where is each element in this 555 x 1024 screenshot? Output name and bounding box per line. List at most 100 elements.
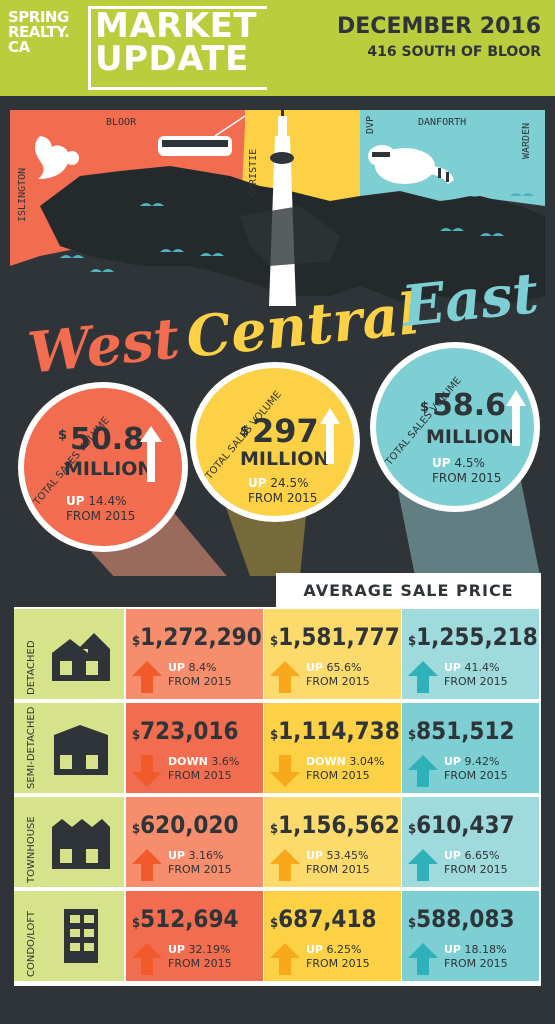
- street-label: CHRISTIE: [248, 148, 259, 197]
- up-arrow-icon: [408, 755, 438, 787]
- change-from: FROM 2015: [444, 769, 508, 782]
- price-change: UP 65.6% FROM 2015: [306, 661, 370, 689]
- price-cell: $1,156,562 UP 53.45% FROM 2015: [264, 797, 401, 887]
- category-label: TOWNHOUSE: [26, 816, 37, 883]
- price-dollar: $: [132, 634, 141, 649]
- change-value: 6.65%: [464, 849, 500, 862]
- streetcar-icon: [158, 115, 246, 156]
- change-direction: UP: [444, 661, 461, 674]
- price-change: UP 18.18% FROM 2015: [444, 943, 508, 971]
- change-from: FROM 2015: [432, 471, 502, 485]
- price-change: UP 3.16% FROM 2015: [168, 849, 232, 877]
- category-label: DETACHED: [26, 640, 37, 695]
- change-from: FROM 2015: [444, 675, 508, 688]
- change-direction: UP: [444, 849, 461, 862]
- up-arrow-icon: [132, 943, 162, 975]
- change-from: FROM 2015: [248, 491, 318, 505]
- price-change: UP 8.4% FROM 2015: [168, 661, 232, 689]
- price-value: 1,581,777: [278, 623, 400, 651]
- up-arrow-icon: [320, 408, 340, 464]
- change-value: 3.6%: [211, 755, 240, 768]
- townhouse-icon: [52, 819, 110, 869]
- sale-price: $588,083: [408, 905, 514, 933]
- price-change: DOWN 3.6% FROM 2015: [168, 755, 239, 783]
- semi-detached-house-icon: [54, 725, 108, 775]
- street-label: DVP: [365, 115, 376, 134]
- price-change: DOWN 3.04% FROM 2015: [306, 755, 384, 783]
- price-dollar: $: [408, 822, 417, 837]
- price-value: 851,512: [416, 717, 515, 745]
- up-arrow-icon: [506, 390, 526, 446]
- table-row: TOWNHOUSE $620,020 UP 3.16% FROM 2015 $1,156…: [14, 797, 541, 891]
- price-dollar: $: [408, 634, 417, 649]
- street-label: DANFORTH: [418, 117, 467, 128]
- change-value: 65.6%: [326, 661, 362, 674]
- up-arrow-icon: [270, 661, 300, 693]
- sale-price: $620,020: [132, 811, 238, 839]
- sale-price: $512,694: [132, 905, 238, 933]
- change-value: 3.04%: [349, 755, 385, 768]
- sale-price: $610,437: [408, 811, 514, 839]
- change-value: 4.5%: [454, 456, 485, 470]
- sale-price: $851,512: [408, 717, 514, 745]
- change-from: FROM 2015: [306, 863, 370, 876]
- change-value: 18.18%: [464, 943, 507, 956]
- title-frame: [88, 6, 267, 90]
- price-value: 512,694: [140, 905, 239, 933]
- sales-volume-central: TOTAL SALES VOLUME $ 297 MILLION UP 24.5…: [190, 362, 360, 522]
- price-value: 1,272,290: [140, 623, 262, 651]
- price-value: 1,156,562: [278, 811, 400, 839]
- change-direction: UP: [306, 661, 323, 674]
- price-value: 588,083: [416, 905, 515, 933]
- price-value: 723,016: [140, 717, 239, 745]
- logo[interactable]: SPRING REALTY. CA: [8, 10, 70, 55]
- price-cell: $1,581,777 UP 65.6% FROM 2015: [264, 609, 401, 699]
- change-from: FROM 2015: [444, 863, 508, 876]
- logo-line: REALTY.: [8, 23, 70, 41]
- price-change: UP 53.45% FROM 2015: [306, 849, 370, 877]
- map-illustration: [10, 96, 545, 576]
- table-row: DETACHED $1,272,290 UP 8.4% FROM 2015 $1,581…: [14, 609, 541, 703]
- report-date: DECEMBER 2016: [337, 14, 541, 39]
- volume-amount: 50.8: [70, 422, 145, 457]
- category-label: SEMI-DETACHED: [26, 706, 37, 789]
- change-direction: UP: [168, 849, 185, 862]
- street-label: ISLINGTON: [17, 167, 28, 222]
- up-arrow-icon: [408, 943, 438, 975]
- title-line: MARKET: [95, 6, 258, 46]
- report-area: 416 SOUTH OF BLOOR: [367, 44, 541, 60]
- up-arrow-icon: [270, 943, 300, 975]
- price-cell: $620,020 UP 3.16% FROM 2015: [126, 797, 263, 887]
- down-arrow-icon: [270, 755, 300, 787]
- price-cell: $1,272,290 UP 8.4% FROM 2015: [126, 609, 263, 699]
- volume-change: UP 24.5% FROM 2015: [248, 476, 317, 506]
- sale-price: $687,418: [270, 905, 376, 933]
- change-from: FROM 2015: [168, 863, 232, 876]
- price-cell: $723,016 DOWN 3.6% FROM 2015: [126, 703, 263, 793]
- change-direction: UP: [444, 943, 461, 956]
- change-from: FROM 2015: [168, 957, 232, 970]
- price-value: 610,437: [416, 811, 515, 839]
- up-arrow-icon: [408, 661, 438, 693]
- volume-dollar: $: [58, 428, 68, 443]
- change-from: FROM 2015: [168, 769, 232, 782]
- price-dollar: $: [408, 916, 417, 931]
- price-cell: $687,418 UP 6.25% FROM 2015: [264, 891, 401, 981]
- up-arrow-icon: [132, 661, 162, 693]
- up-arrow-icon: [140, 426, 162, 482]
- sale-price: $1,255,218: [408, 623, 538, 651]
- up-arrow-icon: [270, 849, 300, 881]
- price-value: 687,418: [278, 905, 377, 933]
- price-value: 1,114,738: [278, 717, 400, 745]
- up-arrow-icon: [408, 849, 438, 881]
- title-line: UPDATE: [95, 39, 249, 79]
- detached-house-icon: [52, 633, 110, 681]
- category-label: CONDO/LOFT: [26, 910, 37, 977]
- price-cell: $588,083 UP 18.18% FROM 2015: [402, 891, 539, 981]
- change-value: 3.16%: [188, 849, 224, 862]
- change-value: 9.42%: [464, 755, 500, 768]
- sale-price: $1,581,777: [270, 623, 400, 651]
- price-dollar: $: [132, 822, 141, 837]
- table-row: SEMI-DETACHED $723,016 DOWN 3.6% FROM 2015 $…: [14, 703, 541, 797]
- stadium-icon: [240, 206, 340, 266]
